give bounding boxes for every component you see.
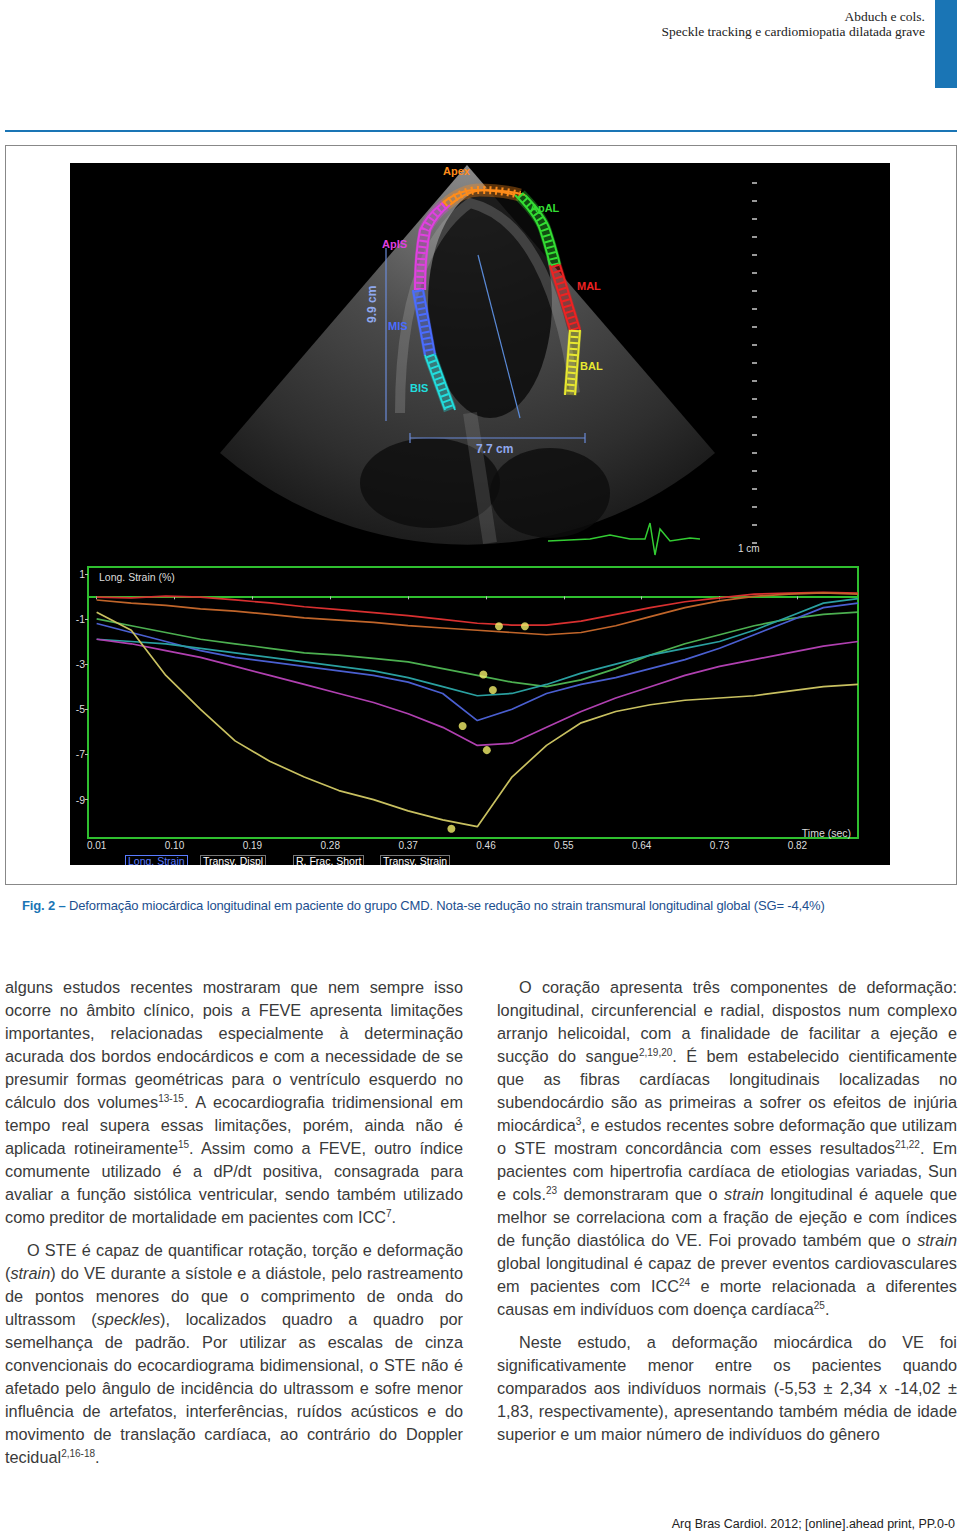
html-text:O coração apresenta três compo: O coração apresenta três componentes de … [497,978,957,1249]
svg-text:Apex: Apex [443,165,471,177]
svg-text:1: 1 [79,568,85,580]
html-text:Neste estudo, a deformação mio: Neste estudo, a deformação miocárdica do… [497,1333,957,1443]
svg-text:-3: -3 [76,658,85,670]
svg-text:7.7 cm: 7.7 cm [476,442,513,456]
html-text:O STE é capaz de quantificar r: O STE é capaz de quantificar rotação, to… [5,1241,463,1466]
html-text:Arq Bras Cardiol. 2012; [onlin: Arq Bras Cardiol. 2012; [online].ahead p… [671,1517,955,1531]
svg-text:1 cm: 1 cm [738,543,760,554]
svg-text:0.37: 0.37 [398,840,418,851]
svg-text:Time (sec): Time (sec) [802,827,851,839]
svg-text:Long. Strain (%): Long. Strain (%) [99,571,175,583]
svg-text:0.64: 0.64 [632,840,652,851]
svg-text:0.28: 0.28 [321,840,341,851]
svg-text:0.82: 0.82 [788,840,808,851]
svg-text:BAL: BAL [580,360,603,372]
svg-text:-9: -9 [76,794,85,806]
svg-text:0.55: 0.55 [554,840,574,851]
svg-text:-5: -5 [76,703,85,715]
html-text:Abduch e cols.: Abduch e cols. [844,9,925,24]
svg-text:9.9 cm: 9.9 cm [365,286,379,323]
svg-text:MAL: MAL [577,280,601,292]
svg-text:0.10: 0.10 [165,840,185,851]
svg-text:0.73: 0.73 [710,840,730,851]
svg-text:0.01: 0.01 [87,840,107,851]
svg-text:ApAL: ApAL [530,202,560,214]
html-text:Fig. 2 – Deformação miocárdica: Fig. 2 – Deformação miocárdica longitudi… [22,898,825,913]
html-text:Speckle tracking e cardiomiopa: Speckle tracking e cardiomiopatia dilata… [661,24,925,39]
svg-text:BIS: BIS [410,382,428,394]
svg-text:0.46: 0.46 [476,840,496,851]
svg-text:0.19: 0.19 [243,840,263,851]
html-text:global longitudinal é capaz de: global longitudinal é capaz de prever ev… [497,1254,957,1318]
html-text:alguns estudos recentes mostra: alguns estudos recentes mostraram que ne… [5,978,463,1226]
svg-text:-1: -1 [76,613,85,625]
svg-text:MIS: MIS [388,320,408,332]
svg-text:ApIS: ApIS [382,238,408,250]
svg-text:-7: -7 [76,748,85,760]
